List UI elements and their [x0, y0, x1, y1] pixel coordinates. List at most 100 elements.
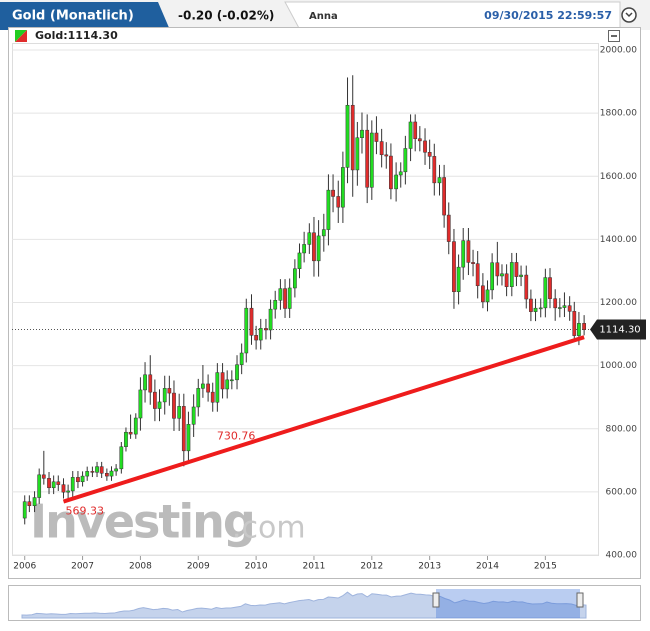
x-tick-label: 2006 — [13, 562, 36, 572]
candle-body — [495, 262, 500, 277]
candle-body — [268, 308, 273, 331]
x-tick-label: 2012 — [360, 562, 383, 572]
candle-body — [167, 388, 172, 394]
y-tick-label: 1800.00 — [600, 109, 637, 119]
candle-body — [312, 232, 316, 262]
candle-body — [567, 305, 572, 312]
user: Anna — [309, 11, 338, 22]
y-tick-label: 1400.00 — [600, 235, 637, 245]
candle-body — [562, 305, 567, 308]
candle-body — [466, 240, 471, 263]
candle-body — [157, 401, 162, 409]
candle-body — [398, 171, 403, 176]
candle-body — [181, 406, 186, 452]
y-tick-label: 1600.00 — [600, 172, 637, 182]
y-tick-label: 1000.00 — [600, 361, 637, 371]
candle-body — [452, 241, 456, 293]
candle-body — [543, 277, 548, 309]
navigator-window — [436, 589, 580, 618]
candle-body — [538, 307, 543, 310]
candle-body — [47, 478, 51, 489]
candle-body — [32, 497, 37, 507]
candle-body — [384, 154, 389, 157]
candle-body — [273, 300, 278, 310]
candle-body — [66, 490, 70, 493]
candle-body — [446, 214, 451, 242]
x-tick-label: 2007 — [71, 562, 94, 572]
candle-body — [577, 323, 581, 336]
candle-body — [524, 274, 529, 300]
candle-body — [490, 262, 495, 291]
candle-body — [582, 323, 586, 330]
candle-body — [235, 364, 239, 381]
candle-body — [389, 155, 393, 190]
watermark-suffix: .com — [232, 511, 306, 546]
candle-body — [162, 388, 167, 403]
candle-body — [475, 263, 480, 287]
candle-body — [369, 132, 374, 188]
candle-body — [215, 372, 220, 403]
candle-body — [360, 129, 364, 138]
candle-body — [244, 307, 249, 354]
candle-body — [365, 129, 370, 188]
candle-body — [206, 383, 210, 393]
candle-body — [355, 137, 360, 171]
candle-body — [56, 481, 61, 485]
candle-body — [514, 262, 519, 277]
close-icon — [625, 12, 633, 18]
candle-body — [119, 446, 124, 470]
candle-body — [485, 289, 490, 303]
candle-body — [302, 244, 307, 254]
candle-body — [423, 140, 427, 153]
candle-body — [481, 285, 485, 303]
x-tick-label: 2009 — [187, 562, 210, 572]
candle-body — [124, 431, 128, 447]
candle-body — [427, 152, 432, 157]
y-tick-label: 400.00 — [606, 551, 638, 561]
candle-body — [331, 189, 335, 197]
trendline — [62, 335, 585, 504]
candle-body — [264, 328, 268, 331]
candle-body — [177, 406, 182, 419]
candle-body — [249, 307, 254, 336]
candle-body — [210, 391, 215, 403]
candle-body — [138, 389, 143, 419]
candle-body — [153, 391, 157, 409]
x-tick-label: 2011 — [303, 562, 326, 572]
navigator-handle[interactable] — [576, 592, 584, 608]
candle-body — [239, 352, 244, 365]
navigator-handle[interactable] — [432, 592, 440, 608]
candle-body — [413, 121, 418, 139]
trendline-label: 730.76 — [217, 430, 256, 443]
candle-body — [283, 288, 287, 309]
x-tick-label: 2014 — [476, 562, 499, 572]
title-tab — [0, 2, 170, 30]
candle-body — [350, 104, 355, 171]
x-tick-label: 2010 — [245, 562, 268, 572]
candle-body — [95, 466, 99, 473]
trendline-label: 569.33 — [65, 505, 104, 518]
candle-body — [196, 388, 201, 408]
candle-body — [133, 417, 138, 435]
candle-body — [417, 138, 422, 142]
y-tick-label: 1200.00 — [600, 298, 637, 308]
candle-body — [114, 468, 118, 472]
legend: Gold:1114.30 — [35, 29, 118, 42]
candle-body — [27, 501, 32, 507]
candle-body — [41, 474, 46, 479]
candle-body — [225, 379, 230, 390]
candle-body — [85, 471, 90, 477]
x-tick-label: 2008 — [129, 562, 152, 572]
change: -0.20 (-0.02%) — [178, 9, 274, 23]
candle-body — [229, 379, 234, 382]
legend-icon-down — [15, 30, 27, 42]
candle-body — [293, 268, 297, 289]
candle-body — [461, 240, 466, 268]
y-tick-label: 800.00 — [606, 424, 638, 434]
candle-body — [548, 277, 552, 299]
candle-body — [504, 273, 509, 287]
candle-body — [258, 328, 263, 341]
candle-body — [278, 288, 283, 301]
